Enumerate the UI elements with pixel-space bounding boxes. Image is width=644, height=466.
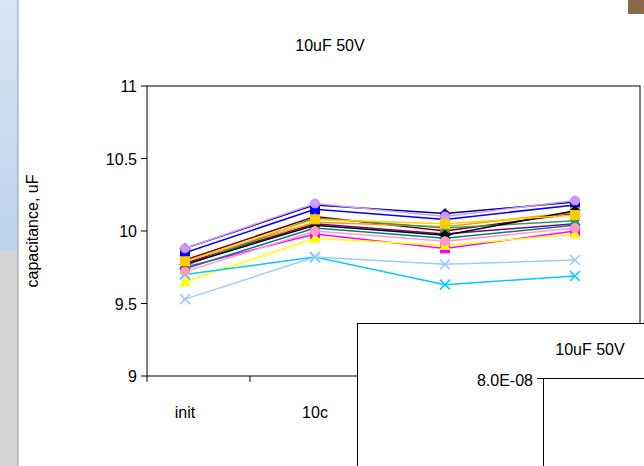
marker bbox=[180, 294, 190, 304]
series-line bbox=[185, 257, 575, 299]
y-tick bbox=[537, 378, 543, 379]
marker bbox=[571, 224, 580, 233]
marker bbox=[571, 196, 580, 205]
marker bbox=[441, 219, 450, 228]
marker bbox=[181, 257, 190, 266]
series-line bbox=[185, 211, 575, 265]
photo-fragment bbox=[628, 0, 644, 14]
marker bbox=[310, 252, 320, 262]
y-tick bbox=[141, 303, 147, 304]
axis-title: capacitance, uF bbox=[24, 174, 41, 287]
x-tick bbox=[250, 376, 251, 382]
marker bbox=[570, 255, 580, 265]
marker bbox=[181, 257, 190, 266]
marker bbox=[570, 271, 580, 281]
marker bbox=[440, 259, 450, 269]
y-tick-label: 9.5 bbox=[115, 296, 137, 313]
marker bbox=[181, 267, 190, 276]
y-tick-label: 9 bbox=[128, 368, 137, 385]
series-line bbox=[185, 215, 575, 261]
y-tick-label: 10 bbox=[119, 223, 137, 240]
marker bbox=[181, 244, 190, 253]
slide-strip bbox=[0, 0, 18, 250]
marker bbox=[180, 243, 190, 253]
y-tick-label: 11 bbox=[120, 78, 137, 95]
marker bbox=[441, 237, 450, 246]
marker bbox=[440, 280, 450, 290]
marker bbox=[180, 258, 190, 268]
x-tick-label: 10c bbox=[302, 404, 328, 421]
y-tick bbox=[141, 376, 147, 377]
y-tick bbox=[141, 158, 147, 159]
marker bbox=[571, 211, 580, 220]
page: 10uF 50V capacitance, uF 9 9.5 10 10.5 11 init 1… bbox=[0, 0, 644, 466]
title: 10uF 50V bbox=[555, 341, 625, 358]
series-line bbox=[185, 228, 575, 272]
x-tick bbox=[147, 376, 148, 382]
y-tick bbox=[141, 231, 147, 232]
slide-strip bbox=[0, 250, 18, 466]
title: 10uF 50V bbox=[295, 37, 365, 54]
marker bbox=[311, 215, 320, 224]
panel-edge bbox=[18, 0, 19, 466]
y-tick-label: 10.5 bbox=[106, 151, 137, 168]
marker bbox=[311, 227, 320, 236]
y-tick-label: 8.0E-08 bbox=[477, 372, 533, 389]
plot-marks bbox=[180, 196, 580, 304]
x-tick-label: init bbox=[175, 404, 196, 421]
y-tick bbox=[141, 86, 147, 87]
chart-overlay: 10uF 50V 8.0E-08 bbox=[358, 324, 644, 466]
plot-frame bbox=[544, 379, 644, 466]
marker bbox=[311, 199, 320, 208]
